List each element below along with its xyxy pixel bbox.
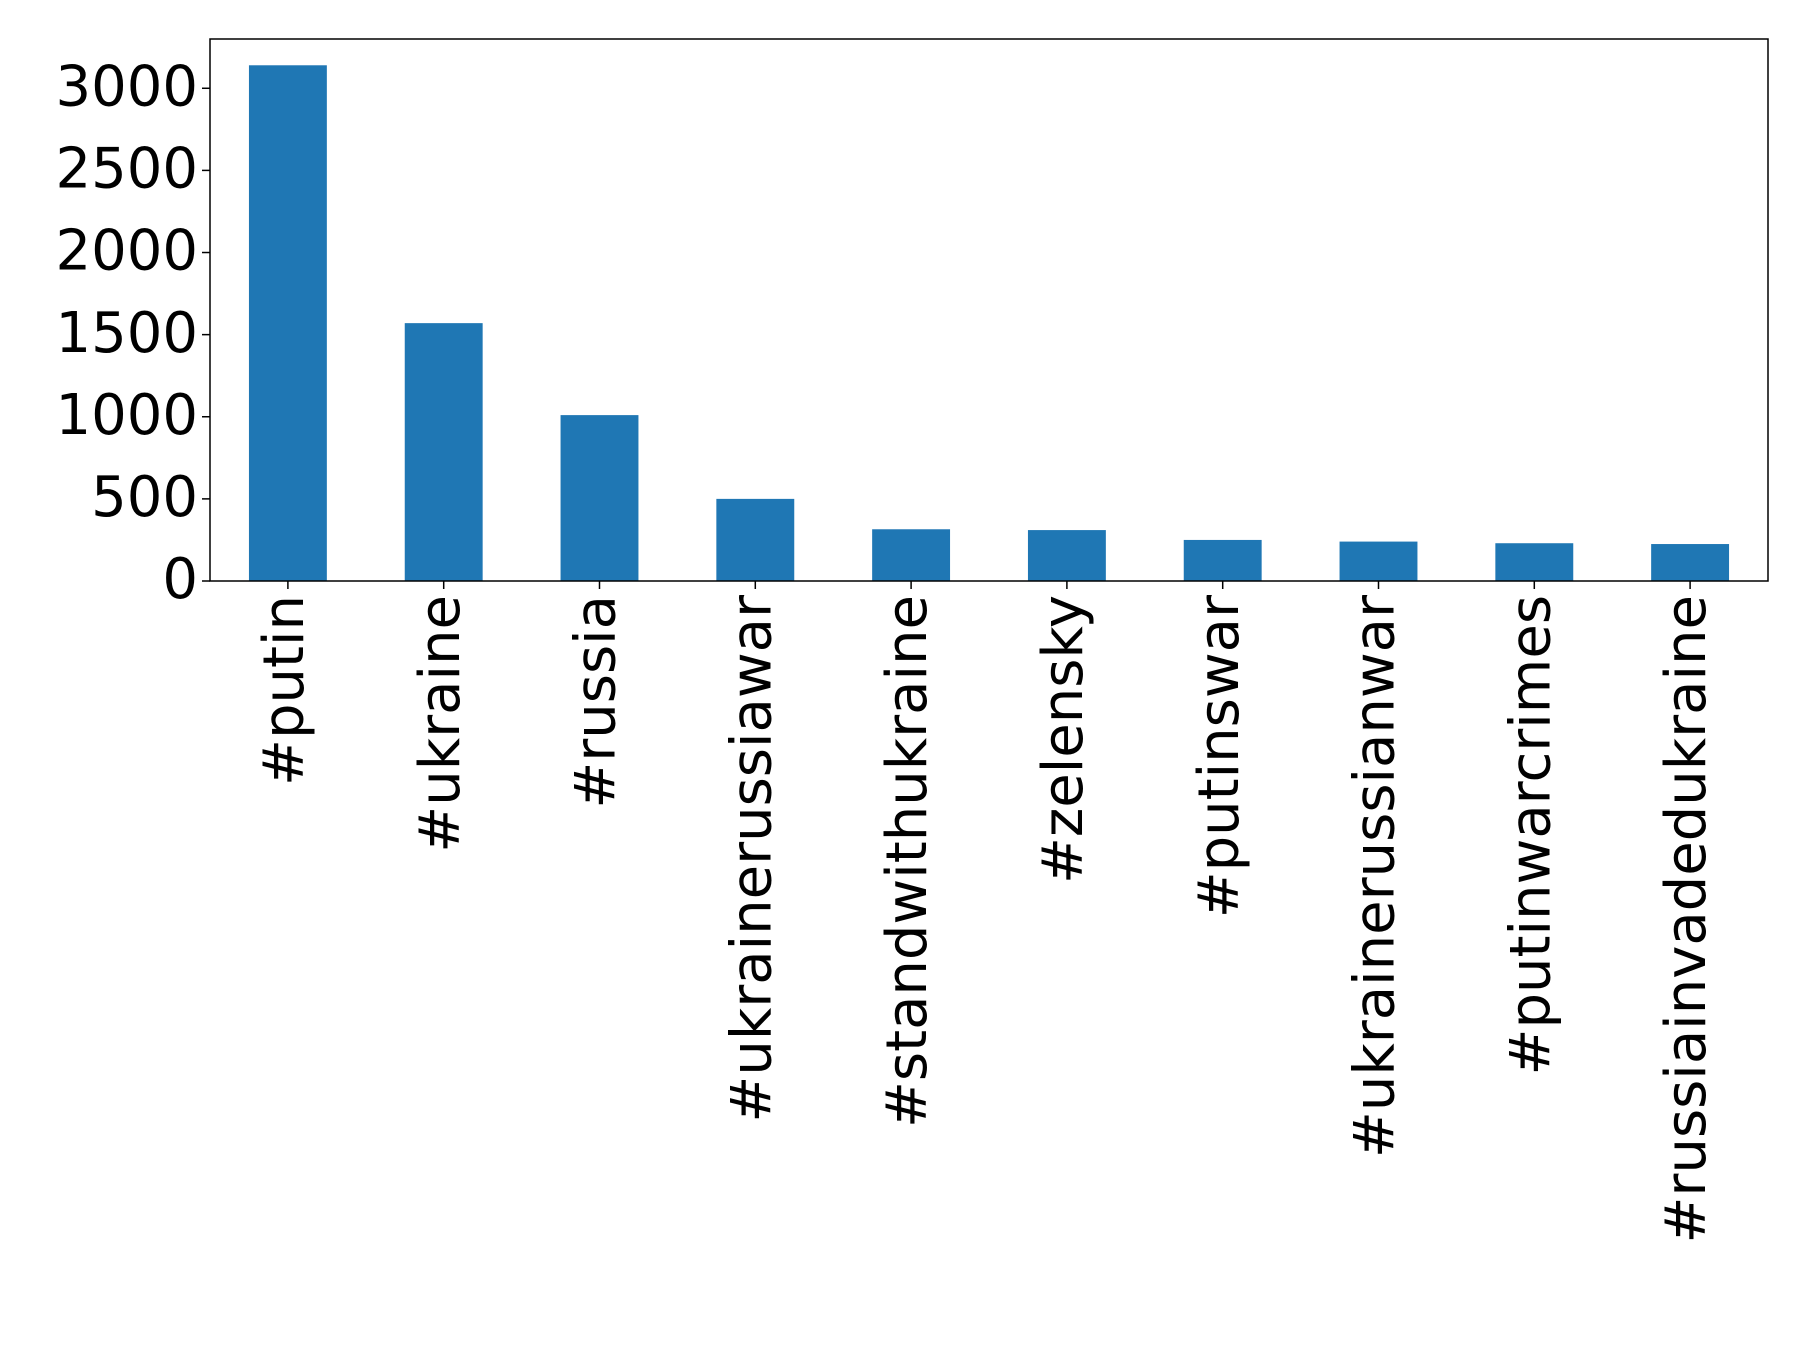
bar xyxy=(872,529,951,581)
bar xyxy=(1651,544,1730,581)
x-tick-label: #russia xyxy=(564,595,629,809)
bar xyxy=(404,323,483,581)
x-tick-label: #ukrainerussiawar xyxy=(719,594,784,1123)
bar xyxy=(248,65,327,581)
y-tick-label: 2000 xyxy=(55,219,198,284)
x-tick-label: #putinwarcrimes xyxy=(1498,595,1563,1075)
bar xyxy=(716,498,795,581)
x-tick-label: #ukraine xyxy=(408,595,473,853)
bar xyxy=(1495,543,1574,581)
x-tick-label: #zelensky xyxy=(1031,595,1096,884)
x-tick-label: #standwithukraine xyxy=(875,595,940,1128)
y-tick-label: 3000 xyxy=(55,54,198,119)
y-tick-label: 0 xyxy=(162,547,198,612)
x-tick-label: #ukrainerussianwar xyxy=(1343,594,1408,1158)
x-tick-label: #putinswar xyxy=(1187,594,1252,918)
bar xyxy=(560,415,639,581)
bar xyxy=(1183,539,1262,581)
bar xyxy=(1027,530,1106,581)
x-tick-label: #russiainvadedukraine xyxy=(1654,595,1719,1243)
y-tick-label: 1500 xyxy=(55,301,198,366)
y-tick-label: 500 xyxy=(91,465,198,530)
y-tick-label: 1000 xyxy=(55,383,198,448)
bar xyxy=(1339,541,1418,581)
y-tick-label: 2500 xyxy=(55,137,198,202)
x-tick-label: #putin xyxy=(252,595,317,786)
plot-frame xyxy=(209,38,1769,582)
